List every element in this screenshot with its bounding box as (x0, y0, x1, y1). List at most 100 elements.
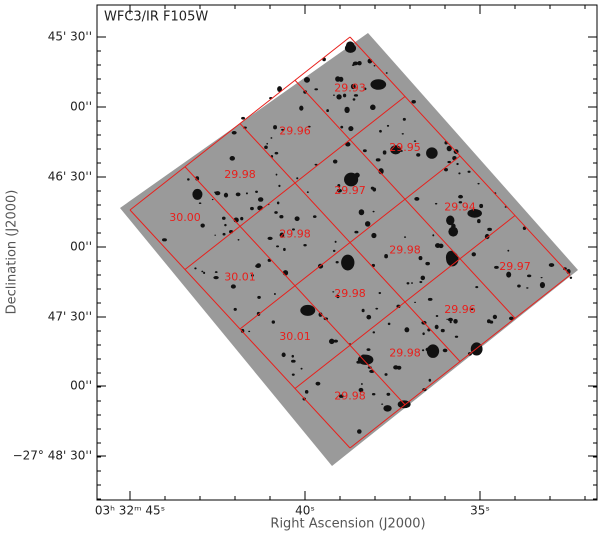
source (273, 125, 278, 130)
source (281, 352, 286, 358)
y-tick-label: 46' 30'' (48, 170, 92, 184)
source (267, 236, 273, 240)
source (381, 403, 384, 405)
source (522, 226, 527, 231)
y-tick-label: 47' 30'' (48, 310, 92, 324)
source (257, 197, 264, 202)
source (339, 394, 344, 398)
tile-depth: 29.98 (224, 168, 256, 181)
tile-depth: 29.98 (389, 346, 421, 359)
x-axis-label: Right Ascension (J2000) (270, 517, 425, 532)
source (446, 215, 455, 226)
source (447, 160, 451, 164)
x-tick-label: 40ˢ (295, 504, 315, 518)
source (248, 330, 251, 333)
source (540, 276, 543, 279)
source (361, 382, 363, 385)
source (241, 116, 246, 120)
source (257, 295, 261, 299)
source (278, 184, 281, 188)
source (200, 223, 205, 228)
source (361, 308, 365, 313)
source (274, 211, 278, 214)
source (314, 163, 318, 166)
source (390, 145, 402, 155)
source (213, 276, 219, 280)
source (548, 263, 555, 267)
x-tick-label: 03ʰ 32ᵐ 45ˢ (95, 504, 165, 518)
tile-depth: 29.97 (334, 184, 366, 197)
source (358, 387, 364, 393)
tile-depth: 29.94 (444, 200, 476, 213)
grid-line (349, 274, 571, 449)
source (304, 390, 309, 394)
source (237, 238, 240, 241)
source (231, 131, 237, 135)
source (211, 198, 214, 201)
source (332, 291, 335, 293)
source (446, 145, 452, 152)
source (314, 88, 319, 91)
source (281, 128, 285, 131)
source (401, 133, 404, 135)
tile-depth: 30.01 (279, 330, 311, 343)
source (372, 210, 375, 213)
source (427, 297, 433, 301)
source (350, 83, 356, 90)
source (426, 344, 440, 358)
source (315, 381, 321, 386)
source (434, 324, 439, 330)
source (372, 187, 377, 192)
source (266, 142, 269, 145)
source (233, 307, 237, 311)
source (432, 234, 435, 237)
source (378, 168, 384, 175)
tile-depth: 29.98 (389, 244, 421, 257)
source (336, 295, 340, 299)
source (344, 106, 350, 114)
source (432, 346, 435, 350)
tile-depth: 29.96 (279, 125, 311, 138)
source (386, 392, 391, 396)
source (371, 232, 377, 239)
grid-line (129, 209, 351, 449)
source (508, 316, 514, 321)
source (354, 230, 359, 234)
source (467, 208, 482, 218)
source (332, 249, 336, 253)
source (428, 378, 432, 382)
source (402, 117, 406, 121)
source (438, 243, 444, 249)
source (303, 77, 310, 83)
source (283, 247, 286, 252)
source (386, 124, 390, 127)
source (477, 218, 481, 224)
source (275, 173, 278, 176)
source (477, 182, 480, 185)
source (291, 373, 295, 376)
source (373, 65, 376, 67)
source (370, 79, 387, 90)
source (348, 126, 354, 132)
source (230, 284, 236, 289)
source (333, 94, 335, 96)
source (299, 105, 304, 111)
source (569, 276, 573, 279)
source (375, 307, 379, 310)
source (334, 240, 337, 243)
source (367, 58, 373, 64)
source (364, 221, 371, 227)
source (264, 145, 268, 150)
source (240, 216, 244, 221)
source (342, 93, 347, 98)
image-footprint (120, 33, 578, 466)
source (270, 137, 273, 139)
source (291, 228, 295, 231)
tile-depth: 29.97 (499, 260, 531, 273)
source (378, 291, 382, 295)
source (221, 216, 226, 220)
source (366, 348, 371, 351)
source (224, 223, 227, 227)
source (383, 405, 392, 412)
source (362, 149, 367, 153)
